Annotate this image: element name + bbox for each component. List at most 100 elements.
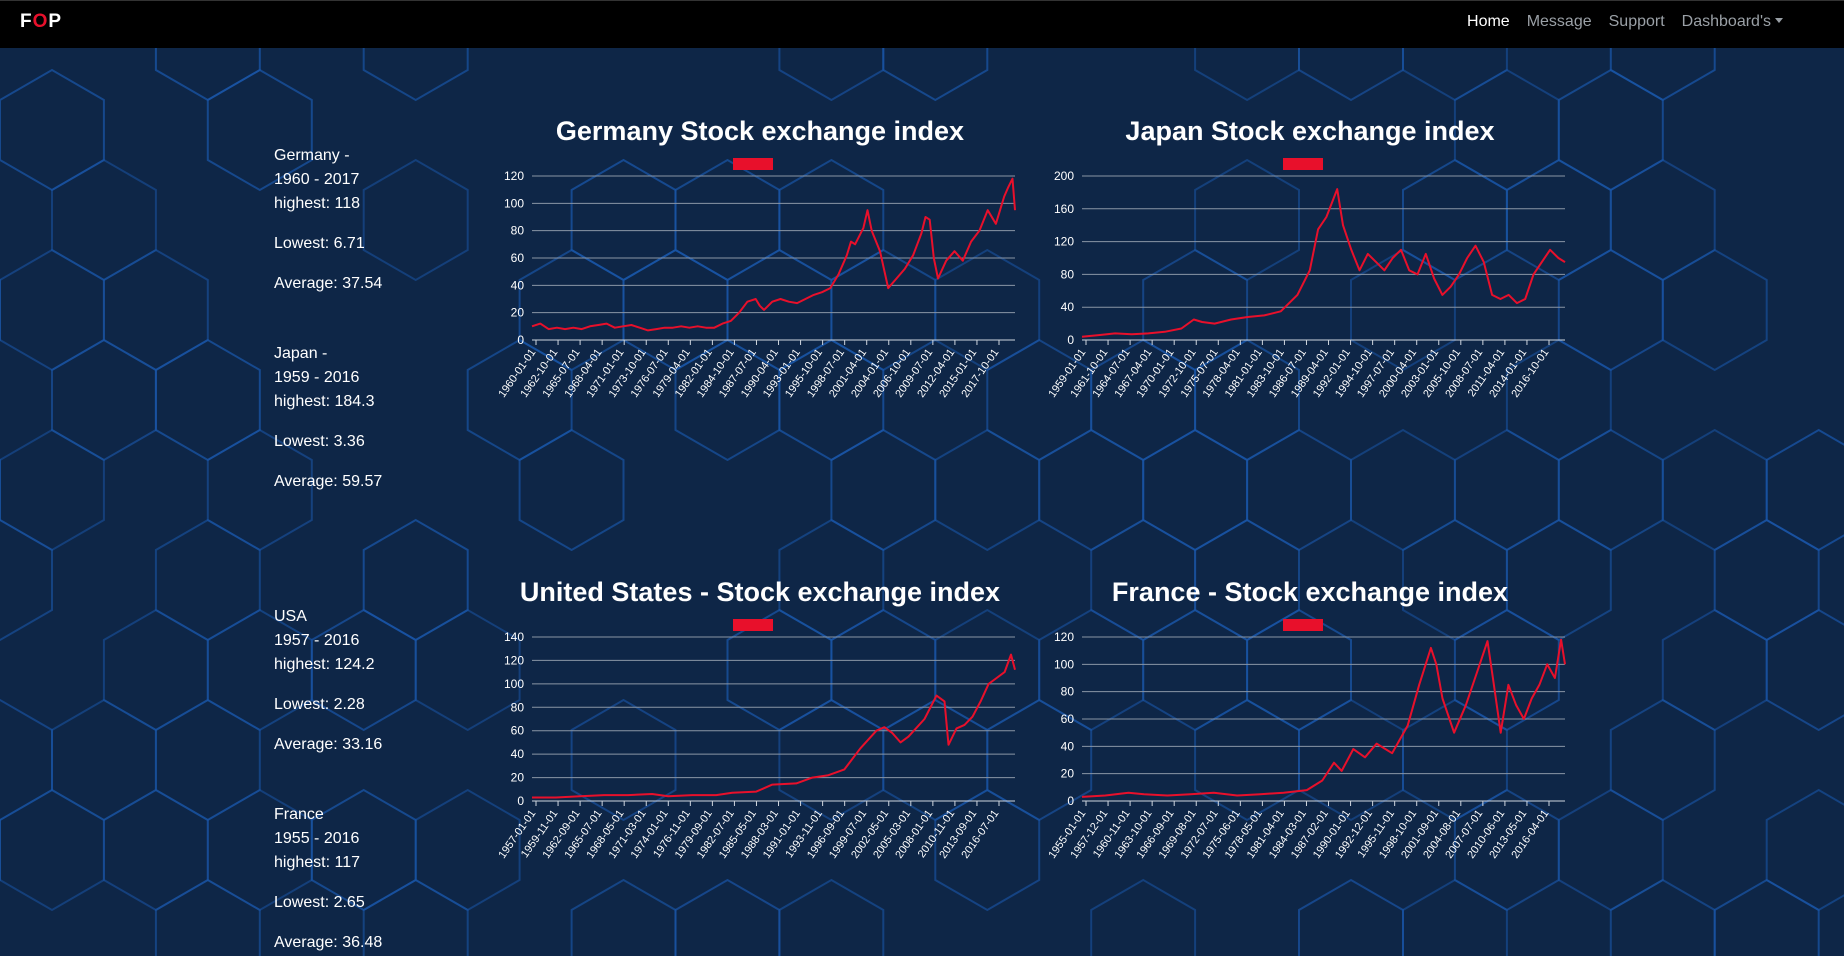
- y-tick-label: 40: [1061, 300, 1075, 314]
- hexagon-shape: [1142, 428, 1249, 552]
- y-tick-label: 160: [1054, 202, 1074, 216]
- hexagon-shape: [206, 68, 313, 192]
- hexagon-shape: [1765, 788, 1844, 912]
- y-tick-label: 20: [511, 771, 525, 785]
- y-tick-label: 120: [1054, 235, 1074, 249]
- hexagon-shape: [1609, 878, 1716, 956]
- chart-japan: Japan Stock exchange index 0 40 80 120 160 20…: [1040, 112, 1580, 432]
- stats-average: Average: 37.54: [274, 275, 383, 292]
- hexagon-shape: [1765, 428, 1844, 552]
- hexagon-shape: [778, 878, 885, 956]
- hexagon-shape: [51, 698, 157, 822]
- brand-prefix: F: [20, 11, 33, 32]
- hexagon-shape: [1713, 518, 1820, 642]
- chart-plot: 0204060801001201960-01-011962-10-011965-…: [496, 158, 1016, 400]
- y-tick-label: 120: [504, 653, 524, 667]
- stats-france: France 1955 - 2016 highest: 117 Lowest: …: [274, 803, 382, 955]
- chart-title: France - Stock exchange index: [1111, 577, 1509, 607]
- y-tick-label: 0: [517, 794, 524, 808]
- hexagon-shape: [1038, 428, 1145, 552]
- legend-swatch: [1283, 158, 1323, 170]
- chart-usa: United States - Stock exchange index 0 20…: [490, 573, 1030, 893]
- brand-accent: O: [32, 11, 49, 32]
- y-tick-label: 120: [1054, 630, 1074, 644]
- hexagon-shape: [1765, 608, 1844, 732]
- nav-menu: Home Message Support Dashboard's: [1467, 13, 1783, 31]
- hexagon-shape: [1350, 428, 1456, 552]
- stats-years: 1960 - 2017: [274, 171, 360, 188]
- chart-title: Japan Stock exchange index: [1125, 116, 1495, 146]
- stats-highest: highest: 117: [274, 854, 360, 871]
- y-tick-label: 80: [511, 224, 525, 238]
- navbar: FOP Home Message Support Dashboard's: [0, 0, 1844, 48]
- legend-swatch: [733, 619, 773, 631]
- legend-swatch: [1283, 619, 1323, 631]
- stats-highest: highest: 184.3: [274, 393, 375, 410]
- chart-plot: 0204060801001201955-01-011957-12-011960-…: [1046, 619, 1566, 861]
- stats-average: Average: 33.16: [274, 736, 383, 753]
- hexagon-shape: [570, 698, 677, 822]
- hexagon-shape: [414, 608, 521, 732]
- y-tick-label: 100: [504, 677, 524, 691]
- hexagon-shape: [1661, 608, 1768, 732]
- hexagon-shape: [1557, 428, 1664, 552]
- y-tick-label: 100: [504, 196, 524, 210]
- hexagon-shape: [1402, 878, 1508, 956]
- nav-home-link[interactable]: Home: [1467, 13, 1510, 30]
- y-tick-label: 140: [504, 630, 524, 644]
- hexagon-shape: [102, 608, 209, 732]
- brand-suffix: P: [48, 11, 63, 32]
- hexagon-shape: [934, 788, 1041, 912]
- nav-dashboards-label: Dashboard's: [1681, 13, 1771, 30]
- hexagon-shape: [102, 248, 209, 372]
- chart-title: Germany Stock exchange index: [555, 116, 965, 146]
- hexagon-shape: [1090, 878, 1197, 956]
- stats-japan: Japan - 1959 - 2016 highest: 184.3 Lowes…: [274, 342, 382, 494]
- y-tick-label: 80: [1061, 685, 1075, 699]
- hexagon-shape: [0, 518, 53, 642]
- y-tick-label: 120: [504, 169, 524, 183]
- stats-average: Average: 59.57: [274, 473, 383, 490]
- y-tick-label: 40: [511, 747, 525, 761]
- brand-logo[interactable]: FOP: [20, 11, 62, 33]
- stats-highest: highest: 124.2: [274, 656, 375, 673]
- series-line: [531, 177, 1016, 332]
- stats-germany: Germany - 1960 - 2017 highest: 118 Lowes…: [274, 144, 382, 296]
- chart-title: United States - Stock exchange index: [519, 577, 1001, 607]
- y-tick-label: 200: [1054, 169, 1074, 183]
- hexagon-shape: [1609, 158, 1716, 282]
- hexagon-shape: [1713, 878, 1820, 956]
- nav-dashboards-dropdown[interactable]: Dashboard's: [1682, 13, 1783, 31]
- chart-plot: 040801201602001959-01-011961-10-011964-0…: [1046, 158, 1566, 400]
- y-tick-label: 0: [1067, 333, 1074, 347]
- hexagon-shape: [51, 338, 157, 462]
- stats-country: France: [274, 806, 324, 823]
- hexagon-shape: [154, 518, 261, 642]
- stats-years: 1957 - 2016: [274, 632, 360, 649]
- chart-germany: Germany Stock exchange index 0 20 40 60 80 10…: [490, 112, 1030, 432]
- stats-years: 1959 - 2016: [274, 369, 360, 386]
- stats-country: Japan -: [274, 345, 328, 362]
- chart-france: France - Stock exchange index 0 20 40 60 80 1…: [1040, 573, 1580, 893]
- y-tick-label: 60: [511, 251, 525, 265]
- hexagon-shape: [362, 158, 469, 282]
- hexagon-shape: [154, 698, 261, 822]
- hexagon-shape: [0, 248, 105, 372]
- y-tick-label: 20: [1061, 767, 1075, 781]
- nav-message-link[interactable]: Message: [1526, 13, 1592, 30]
- y-tick-label: 80: [1061, 267, 1075, 281]
- stats-lowest: Lowest: 2.28: [274, 696, 365, 713]
- hexagon-shape: [1246, 428, 1352, 552]
- y-tick-label: 80: [511, 700, 525, 714]
- stats-years: 1955 - 2016: [274, 830, 360, 847]
- hexagon-shape: [1661, 248, 1768, 372]
- chart-plot: 0204060801001201401957-01-011959-11-0119…: [496, 619, 1016, 861]
- caret-down-icon: [1775, 18, 1783, 23]
- hexagon-shape: [51, 158, 157, 282]
- y-tick-label: 60: [511, 724, 525, 738]
- stats-average: Average: 36.48: [274, 934, 383, 951]
- nav-support-link[interactable]: Support: [1608, 13, 1665, 30]
- y-tick-label: 0: [517, 333, 524, 347]
- hexagon-shape: [1453, 428, 1560, 552]
- stats-lowest: Lowest: 6.71: [274, 235, 365, 252]
